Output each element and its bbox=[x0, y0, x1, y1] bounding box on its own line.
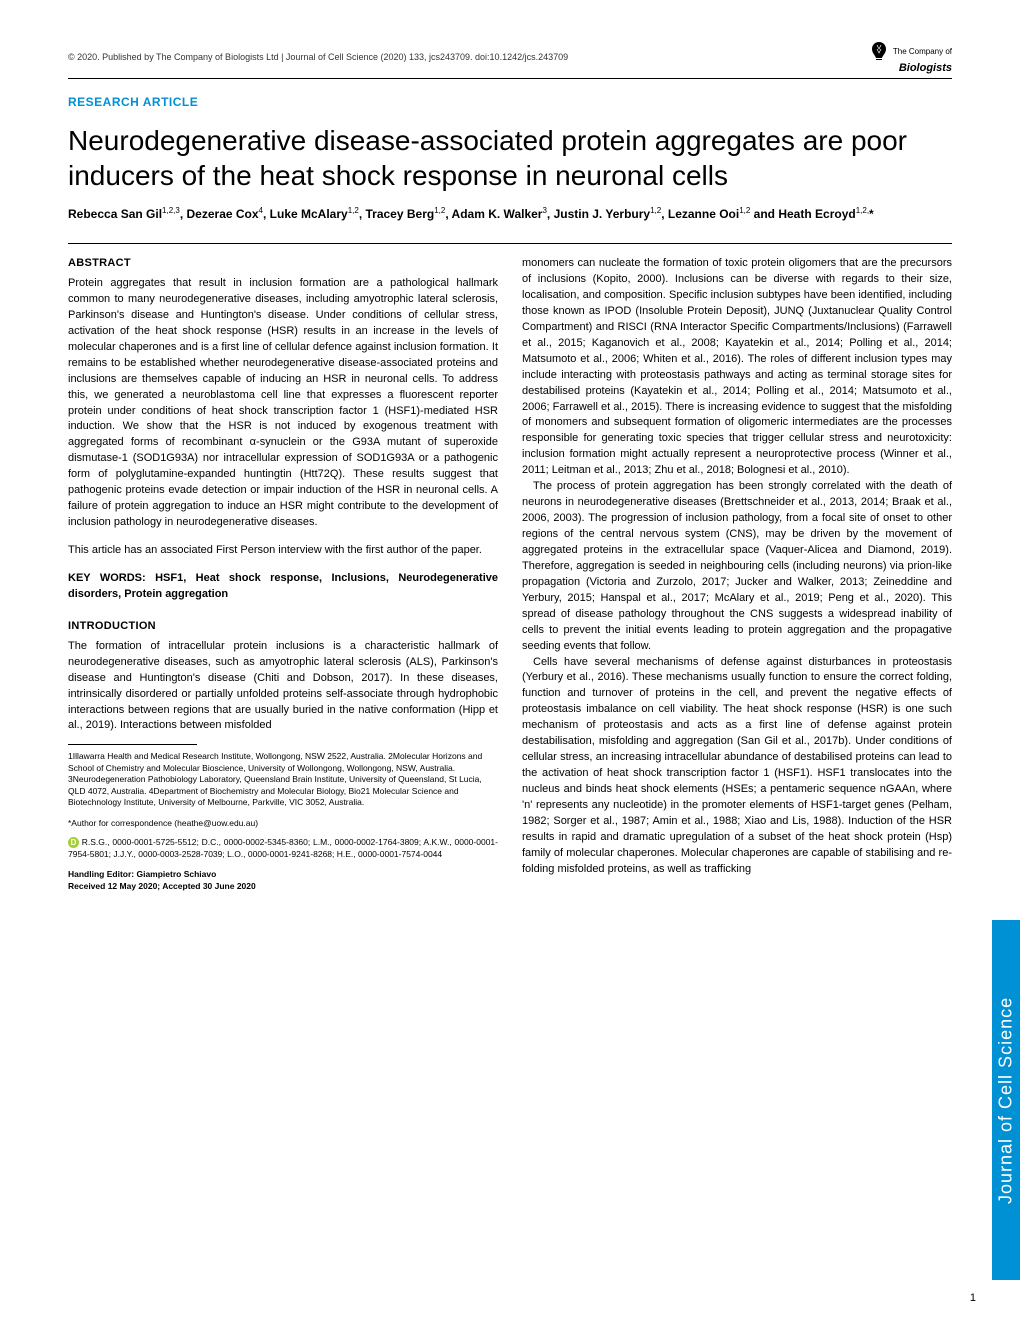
article-title: Neurodegenerative disease-associated pro… bbox=[68, 123, 952, 193]
publisher-small: The Company of bbox=[893, 47, 952, 56]
correspondence: *Author for correspondence (heathe@uow.e… bbox=[68, 817, 498, 829]
handling-dates: Received 12 May 2020; Accepted 30 June 2… bbox=[68, 881, 498, 893]
column-2-continuation: monomers can nucleate the formation of t… bbox=[522, 256, 952, 878]
abstract-block: ABSTRACT Protein aggregates that result … bbox=[68, 256, 498, 531]
col2-p1: monomers can nucleate the formation of t… bbox=[522, 256, 952, 479]
first-person-note: This article has an associated First Per… bbox=[68, 543, 498, 559]
introduction-heading: INTRODUCTION bbox=[68, 619, 498, 635]
author-list: Rebecca San Gil1,2,3, Dezerae Cox4, Luke… bbox=[68, 205, 952, 223]
publisher-logo: The Company of Biologists bbox=[868, 40, 952, 74]
intro-p1: The formation of intracellular protein i… bbox=[68, 639, 498, 735]
col2-p2: The process of protein aggregation has b… bbox=[522, 479, 952, 654]
affiliations: 1Illawarra Health and Medical Research I… bbox=[68, 751, 498, 808]
abstract-heading: ABSTRACT bbox=[68, 256, 498, 272]
footnotes-block: 1Illawarra Health and Medical Research I… bbox=[68, 744, 498, 892]
article-type: RESEARCH ARTICLE bbox=[68, 95, 952, 109]
footnote-separator bbox=[68, 744, 197, 745]
header-bar: © 2020. Published by The Company of Biol… bbox=[68, 40, 952, 79]
page-number: 1 bbox=[970, 1292, 976, 1304]
keywords-label: KEY WORDS: bbox=[68, 572, 155, 584]
page-container: © 2020. Published by The Company of Biol… bbox=[0, 0, 1020, 933]
orcid-ids: R.S.G., 0000-0001-5725-5512; D.C., 0000-… bbox=[68, 837, 498, 859]
introduction-block: INTRODUCTION The formation of intracellu… bbox=[68, 619, 498, 735]
copyright-line: © 2020. Published by The Company of Biol… bbox=[68, 52, 568, 62]
publisher-main: Biologists bbox=[899, 62, 952, 74]
orcid-icon: D bbox=[68, 837, 79, 848]
abstract-text: Protein aggregates that result in inclus… bbox=[68, 276, 498, 531]
orcid-block: D R.S.G., 0000-0001-5725-5512; D.C., 000… bbox=[68, 837, 498, 861]
handling-info: Handling Editor: Giampietro Schiavo Rece… bbox=[68, 869, 498, 893]
logo-icon bbox=[868, 40, 890, 62]
journal-side-tab: Journal of Cell Science bbox=[992, 920, 1020, 1280]
body-columns: ABSTRACT Protein aggregates that result … bbox=[68, 256, 952, 893]
title-separator bbox=[68, 243, 952, 244]
keywords-block: KEY WORDS: HSF1, Heat shock response, In… bbox=[68, 571, 498, 603]
handling-editor: Handling Editor: Giampietro Schiavo bbox=[68, 869, 498, 881]
col2-p3: Cells have several mechanisms of defense… bbox=[522, 655, 952, 878]
